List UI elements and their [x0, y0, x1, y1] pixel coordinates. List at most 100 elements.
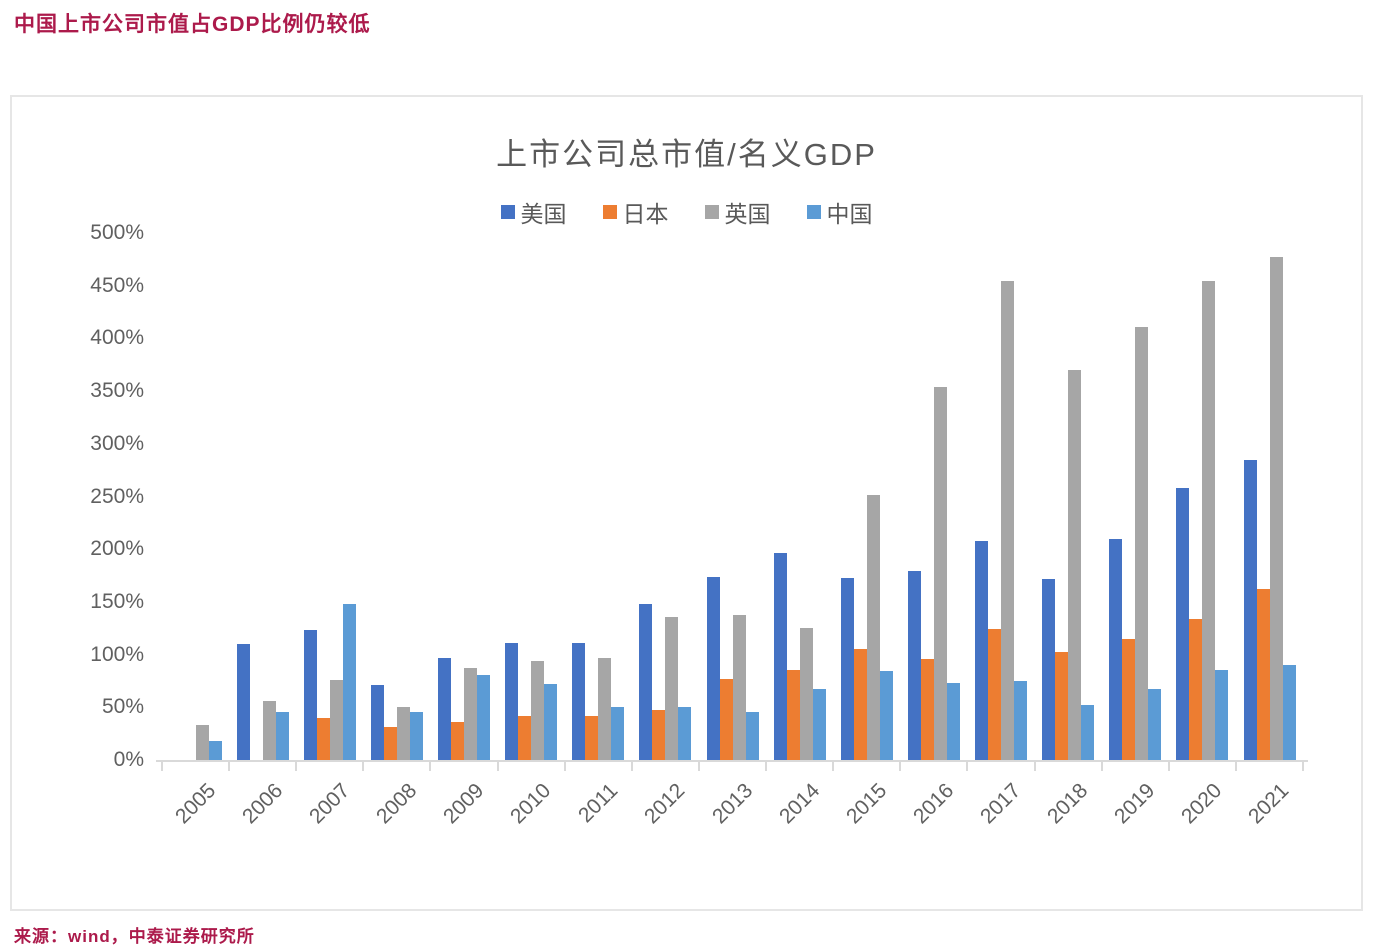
- bar-group-2016: [900, 233, 967, 760]
- bar-uk-2009: [464, 668, 478, 760]
- x-axis-label-2017: 2017: [975, 779, 1026, 829]
- bar-uk-2019: [1135, 327, 1149, 760]
- bar-cn-2010: [544, 684, 558, 760]
- bar-cn-2008: [409, 712, 423, 760]
- x-axis-label-2016: 2016: [908, 779, 959, 829]
- bar-uk-2005: [195, 725, 209, 760]
- bar-cn-2006: [275, 712, 289, 760]
- x-axis-tick: [362, 762, 365, 771]
- bar-us-2006: [236, 644, 250, 760]
- legend-swatch-cn: [806, 205, 821, 219]
- bar-cn-2007: [342, 604, 356, 760]
- bar-uk-2013: [732, 615, 746, 760]
- bar-group-2008: [363, 233, 430, 760]
- bar-group-2013: [699, 233, 766, 760]
- bar-us-2009: [438, 658, 452, 760]
- bar-jp-2021: [1256, 589, 1270, 760]
- y-axis-label-0: 0%: [113, 748, 144, 771]
- bar-us-2020: [1176, 488, 1190, 760]
- bar-uk-2016: [933, 387, 947, 760]
- x-axis-label-2011: 2011: [574, 779, 623, 828]
- bar-cn-2013: [745, 712, 759, 760]
- x-axis-tick: [765, 762, 768, 771]
- x-axis-tick: [1234, 762, 1237, 771]
- legend-label-uk: 英国: [724, 201, 771, 227]
- bar-group-2020: [1169, 233, 1236, 760]
- bar-jp-2012: [652, 710, 666, 760]
- bar-cn-2012: [678, 707, 692, 760]
- bar-jp-2009: [451, 722, 465, 760]
- x-axis-tick: [899, 762, 902, 771]
- x-axis-tick: [1100, 762, 1103, 771]
- bar-group-2006: [229, 233, 296, 760]
- bar-uk-2018: [1068, 370, 1082, 760]
- x-axis-tick: [563, 762, 566, 771]
- bar-group-2007: [296, 233, 363, 760]
- plot-area: 0% 50% 100% 150% 200% 250% 300% 350% 400% 450% 500…: [12, 97, 1361, 909]
- x-axis-tick: [295, 762, 298, 771]
- bar-cn-2015: [879, 671, 893, 760]
- x-axis-tick: [161, 762, 163, 771]
- bar-uk-2014: [799, 628, 813, 760]
- bar-cn-2018: [1081, 705, 1095, 760]
- chart-title: 上市公司总市值/名义GDP: [496, 137, 877, 172]
- x-axis-line: [156, 760, 1308, 762]
- x-axis-label-2006: 2006: [237, 779, 287, 829]
- bar-us-2008: [370, 685, 384, 760]
- y-axis-label-150: 150%: [90, 589, 144, 613]
- bar-us-2012: [639, 604, 653, 760]
- legend-label-jp: 日本: [622, 201, 669, 227]
- bar-us-2015: [840, 578, 854, 760]
- y-axis-label-350: 350%: [90, 379, 144, 403]
- bar-uk-2006: [262, 701, 276, 760]
- legend-swatch-jp: [602, 205, 617, 219]
- bar-jp-2017: [988, 629, 1002, 760]
- x-axis-label-2009: 2009: [438, 779, 489, 829]
- bar-group-2021: [1236, 233, 1303, 760]
- bar-jp-2018: [1055, 652, 1069, 760]
- bar-uk-2008: [396, 707, 410, 760]
- x-axis-label-2019: 2019: [1110, 779, 1160, 829]
- bar-jp-2014: [786, 670, 800, 760]
- bar-group-2005: [162, 233, 229, 760]
- bar-us-2021: [1243, 460, 1257, 760]
- bar-cn-2019: [1148, 689, 1162, 760]
- y-axis-label-300: 300%: [90, 431, 144, 455]
- y-axis-label-200: 200%: [90, 537, 144, 561]
- bar-us-2018: [1042, 579, 1056, 760]
- x-axis-tick: [1167, 762, 1170, 771]
- x-axis-tick: [1302, 762, 1304, 771]
- bar-uk-2007: [329, 680, 343, 760]
- bar-us-2010: [505, 643, 519, 760]
- y-axis-label-100: 100%: [90, 642, 144, 666]
- bar-jp-2015: [853, 649, 867, 760]
- bar-us-2017: [975, 541, 989, 760]
- bar-cn-2009: [477, 675, 491, 760]
- bar-group-2017: [968, 233, 1035, 760]
- y-axis-label-500: 500%: [90, 221, 144, 244]
- y-axis-label-400: 400%: [90, 326, 144, 350]
- legend-swatch-uk: [704, 205, 719, 219]
- x-axis-label-2014: 2014: [774, 779, 824, 829]
- x-axis-label-2012: 2012: [640, 779, 690, 829]
- bar-us-2007: [303, 630, 317, 760]
- bar-group-2015: [833, 233, 900, 760]
- bar-jp-2020: [1189, 619, 1203, 760]
- bar-uk-2012: [665, 617, 679, 760]
- bar-jp-2013: [719, 679, 733, 760]
- x-axis-label-2021: 2021: [1244, 779, 1294, 829]
- y-axis-label-50: 50%: [101, 695, 144, 719]
- bar-us-2014: [773, 553, 787, 760]
- legend-swatch-us: [500, 205, 515, 219]
- x-axis-label-2020: 2020: [1177, 779, 1227, 829]
- x-axis-label-2015: 2015: [841, 779, 891, 829]
- x-axis-label-2010: 2010: [506, 779, 556, 829]
- bar-cn-2020: [1215, 670, 1229, 760]
- bar-group-2010: [498, 233, 565, 760]
- legend-item-uk: 英国: [704, 195, 771, 229]
- x-axis-label-2013: 2013: [707, 779, 757, 829]
- bar-cn-2021: [1282, 665, 1296, 760]
- x-axis-tick: [429, 762, 432, 771]
- bars-container: [162, 233, 1303, 760]
- legend-item-us: 美国: [500, 195, 567, 229]
